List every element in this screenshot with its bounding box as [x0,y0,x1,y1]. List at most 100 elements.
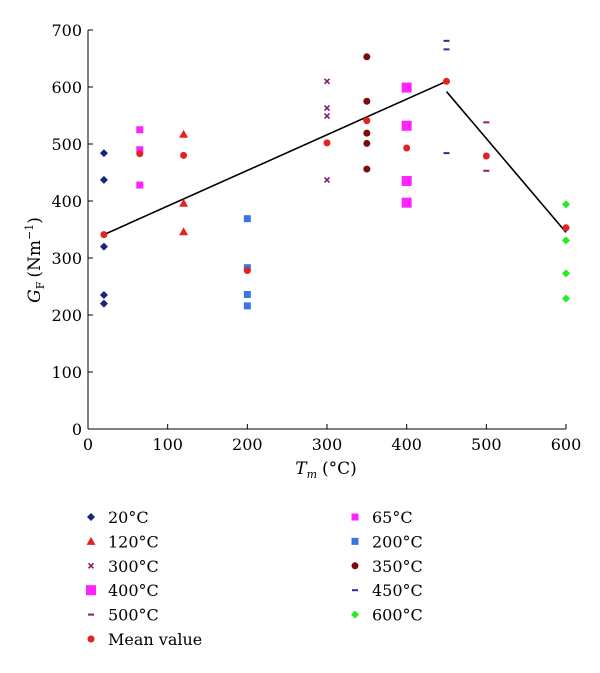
legend-label-500c: 500°C [108,606,159,625]
data-point-mean-value [443,77,450,85]
data-point-mean-value [100,231,108,239]
data-point-mean-value [403,144,411,152]
legend-marker-500c [88,613,94,616]
legend-label-20c: 20°C [108,508,149,527]
data-point-20c [99,299,108,308]
data-point-350c [363,165,371,173]
data-point-20c [99,149,108,158]
legend-label-120c: 120°C [108,532,159,551]
series-450c [443,39,450,155]
series-350c [363,53,371,173]
data-point-400c [401,197,412,208]
x-axis-label: Tm (°C) [295,459,357,481]
axes: 0 100 200 300 400 500 600 0 100 200 300 400 500 600 70… [51,21,581,454]
x-tick-label: 600 [551,435,582,454]
legend-marker-400c [86,585,96,596]
legend-marker-450c [352,589,358,592]
data-point-600c [562,236,570,245]
mean-trend-line [445,91,567,233]
x-tick-label: 0 [83,435,93,454]
legend-item-350c: 350°C [351,557,423,576]
x-axis-label-main: T [295,459,308,479]
legend-item-20c: 20°C [87,508,149,527]
data-point-65c [136,181,144,189]
data-point-350c [363,139,371,147]
legend-marker-120c [86,536,96,545]
legend-label-65c: 65°C [372,508,413,527]
legend-marker-20c [87,513,95,521]
series-500c [483,121,490,172]
legend: 20°C 120°C 300°C 400°C 500°C Mean value 65°C 20… [86,508,423,649]
plot-area [99,39,570,310]
legend-label-300c: 300°C [108,557,159,576]
data-point-300c [323,176,331,183]
x-axis-label-sub: m [307,468,317,481]
legend-item-400c: 400°C [86,581,159,600]
data-point-400c [401,82,412,93]
data-point-20c [99,175,108,184]
data-point-200c [243,215,251,223]
series-400c [401,82,412,208]
data-point-mean-value [482,152,490,160]
y-axis-label-main: G [25,289,45,303]
x-tick-label: 500 [471,435,502,454]
legend-label-350c: 350°C [372,557,423,576]
legend-label-200c: 200°C [372,532,423,551]
x-axis-label-unit: (°C) [322,459,357,479]
legend-item-500c: 500°C [88,606,159,625]
legend-marker-200c [351,537,359,545]
series-20c [99,149,108,308]
y-tick-label: 400 [51,192,82,211]
data-point-600c [562,294,570,303]
legend-label-400c: 400°C [108,581,159,600]
y-axis-label-sub: F [34,281,47,289]
legend-label-600c: 600°C [372,606,423,625]
data-point-200c [243,290,251,298]
x-tick-label: 200 [232,435,263,454]
legend-item-450c: 450°C [352,581,423,600]
y-tick-label: 100 [51,363,82,382]
data-point-350c [363,129,371,137]
legend-item-120c: 120°C [86,532,159,551]
data-point-350c [363,53,371,61]
data-point-mean-value [363,117,371,125]
series-300c [323,78,331,183]
data-point-200c [243,302,251,310]
legend-item-mean-value: Mean value [87,630,202,649]
legend-item-300c: 300°C [87,557,159,576]
x-tick-label: 100 [152,435,183,454]
data-point-20c [99,242,108,251]
data-point-300c [323,105,331,112]
x-tick-label: 300 [312,435,343,454]
legend-marker-350c [351,562,359,570]
data-point-65c [136,146,144,154]
y-tick-label: 0 [72,420,82,439]
legend-item-600c: 600°C [351,606,423,625]
data-point-300c [323,113,331,120]
legend-item-200c: 200°C [351,532,423,551]
data-point-600c [562,269,570,278]
data-point-350c [363,97,371,105]
data-point-400c [401,176,412,187]
y-tick-label: 200 [51,306,82,325]
data-point-mean-value [243,267,251,275]
data-point-120c [179,227,189,236]
y-tick-label: 700 [51,21,82,40]
data-point-mean-value [562,224,570,232]
legend-label-mean-value: Mean value [108,630,202,649]
legend-marker-300c [87,562,95,569]
y-axis-label: GF (Nm−1) [23,217,47,303]
data-point-500c [483,169,490,172]
y-tick-label: 500 [51,135,82,154]
y-tick-label: 600 [51,78,82,97]
data-point-mean-value [323,139,331,147]
y-axis-label-unit: (Nm [25,240,45,278]
series-65c [136,126,144,189]
data-point-120c [179,129,189,138]
series-120c [179,129,189,236]
data-point-450c [443,48,450,51]
y-tick-label: 300 [51,249,82,268]
data-point-120c [179,198,189,207]
mean-trend-line [103,80,447,236]
